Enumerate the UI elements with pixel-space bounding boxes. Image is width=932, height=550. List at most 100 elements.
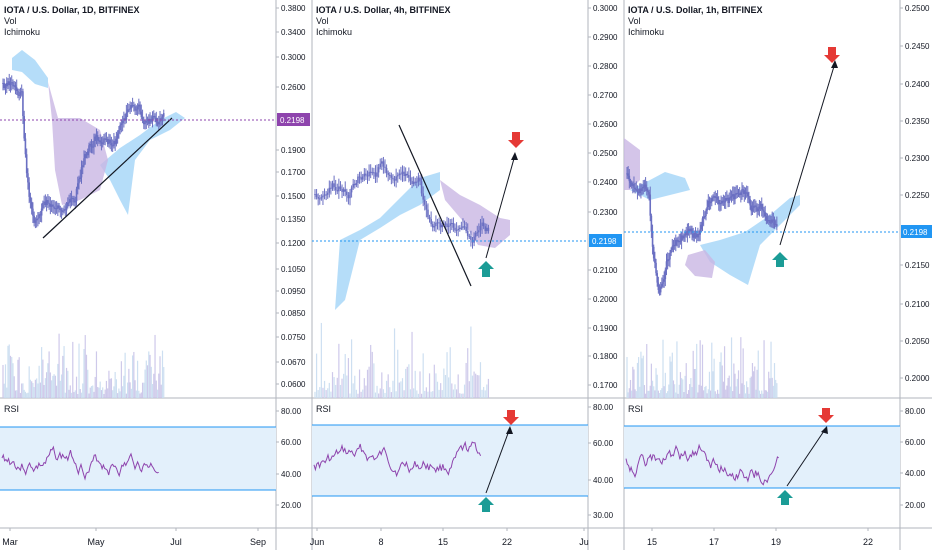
volume-bar [63, 346, 65, 398]
volume-bar [344, 354, 346, 398]
volume-bar [655, 368, 657, 398]
candle-body [381, 161, 383, 164]
volume-bar [757, 350, 759, 398]
volume-bar [750, 376, 752, 398]
volume-bar [664, 372, 666, 398]
volume-bar [632, 366, 634, 398]
candle-body [387, 172, 389, 175]
volume-bar [748, 393, 750, 398]
volume-bar [631, 390, 633, 398]
panel-2-rsi-line [313, 440, 482, 478]
volume-bar [17, 359, 19, 398]
volume-bar [57, 363, 59, 398]
volume-bar [352, 383, 354, 398]
candle-body [476, 232, 479, 234]
candle-body [130, 105, 133, 109]
candle-body [334, 186, 337, 191]
panel-3-last-price-tag [901, 225, 932, 238]
volume-bar [335, 384, 337, 398]
candle-body [747, 192, 749, 197]
candle-body [728, 197, 731, 204]
candle-body [126, 109, 129, 113]
volume-bar [144, 369, 146, 398]
candle-body [636, 189, 639, 192]
volume-bar [401, 378, 404, 398]
volume-bar [132, 355, 134, 398]
volume-bar [341, 378, 343, 398]
volume-bar [770, 341, 772, 398]
volume-bar [109, 378, 111, 398]
time-tick-label: Mar [2, 537, 18, 547]
volume-bar [68, 389, 70, 398]
candle-body [760, 204, 763, 210]
volume-bar [467, 348, 469, 398]
volume-bar [8, 344, 10, 398]
volume-bar [400, 381, 402, 398]
candle-body [687, 228, 690, 231]
volume-bar [94, 376, 96, 398]
candle-body [487, 227, 490, 232]
candle-body [325, 194, 327, 196]
volume-bar [114, 371, 116, 398]
candle-body [71, 198, 74, 200]
candle-body [125, 112, 128, 120]
rsi-tick-label: 20.00 [905, 501, 926, 510]
candle-body [141, 116, 144, 121]
volume-bar [644, 393, 647, 398]
candle-body [655, 262, 657, 274]
price-tick-label: 0.2000 [905, 374, 930, 383]
candle-body [771, 219, 773, 223]
candle-body [333, 183, 335, 187]
candle-body [637, 191, 640, 194]
volume-bar [465, 362, 467, 398]
candle-body [665, 261, 668, 270]
candle-body [30, 201, 33, 209]
candle-body [121, 120, 124, 124]
candle-body [45, 200, 48, 205]
candle-body [427, 209, 429, 218]
candle-body [8, 81, 11, 86]
volume-bar [2, 364, 4, 398]
candle-body [365, 173, 367, 176]
candle-body [439, 223, 442, 228]
price-tick-label: 0.2500 [905, 4, 930, 13]
volume-bar [382, 389, 385, 398]
candle-body [770, 222, 772, 224]
price-tick-label: 0.2400 [593, 178, 618, 187]
candle-body [134, 106, 136, 111]
candle-body [144, 122, 146, 125]
candle-body [704, 216, 706, 218]
volume-bar [338, 343, 340, 398]
volume-bar [378, 393, 380, 398]
candle-body [709, 201, 712, 204]
candle-body [62, 211, 64, 213]
time-tick-label: 22 [502, 537, 512, 547]
panel-3-candles [626, 166, 778, 296]
candle-body [43, 201, 45, 203]
volume-bar [737, 370, 740, 398]
time-tick-label: 15 [438, 537, 448, 547]
candle-body [751, 207, 754, 212]
volume-bar [635, 391, 637, 398]
candle-body [347, 194, 350, 199]
candle-body [772, 219, 775, 221]
candle-body [7, 81, 9, 83]
candle-body [693, 233, 696, 238]
candle-body [690, 228, 692, 232]
candle-body [714, 196, 717, 198]
volume-bar [350, 339, 353, 398]
rsi-tick-label: 40.00 [281, 470, 302, 479]
volume-bar [104, 389, 106, 398]
candle-body [654, 258, 656, 263]
candle-body [55, 208, 58, 210]
candle-body [753, 205, 756, 207]
candle-body [745, 192, 748, 194]
candle-body [759, 204, 762, 207]
candle-body [93, 140, 95, 147]
candle-body [25, 154, 28, 174]
volume-bar [317, 390, 319, 398]
volume-bar [73, 392, 75, 398]
time-tick-label: Sep [250, 537, 266, 547]
volume-bar [23, 389, 25, 398]
volume-bar [740, 337, 742, 398]
